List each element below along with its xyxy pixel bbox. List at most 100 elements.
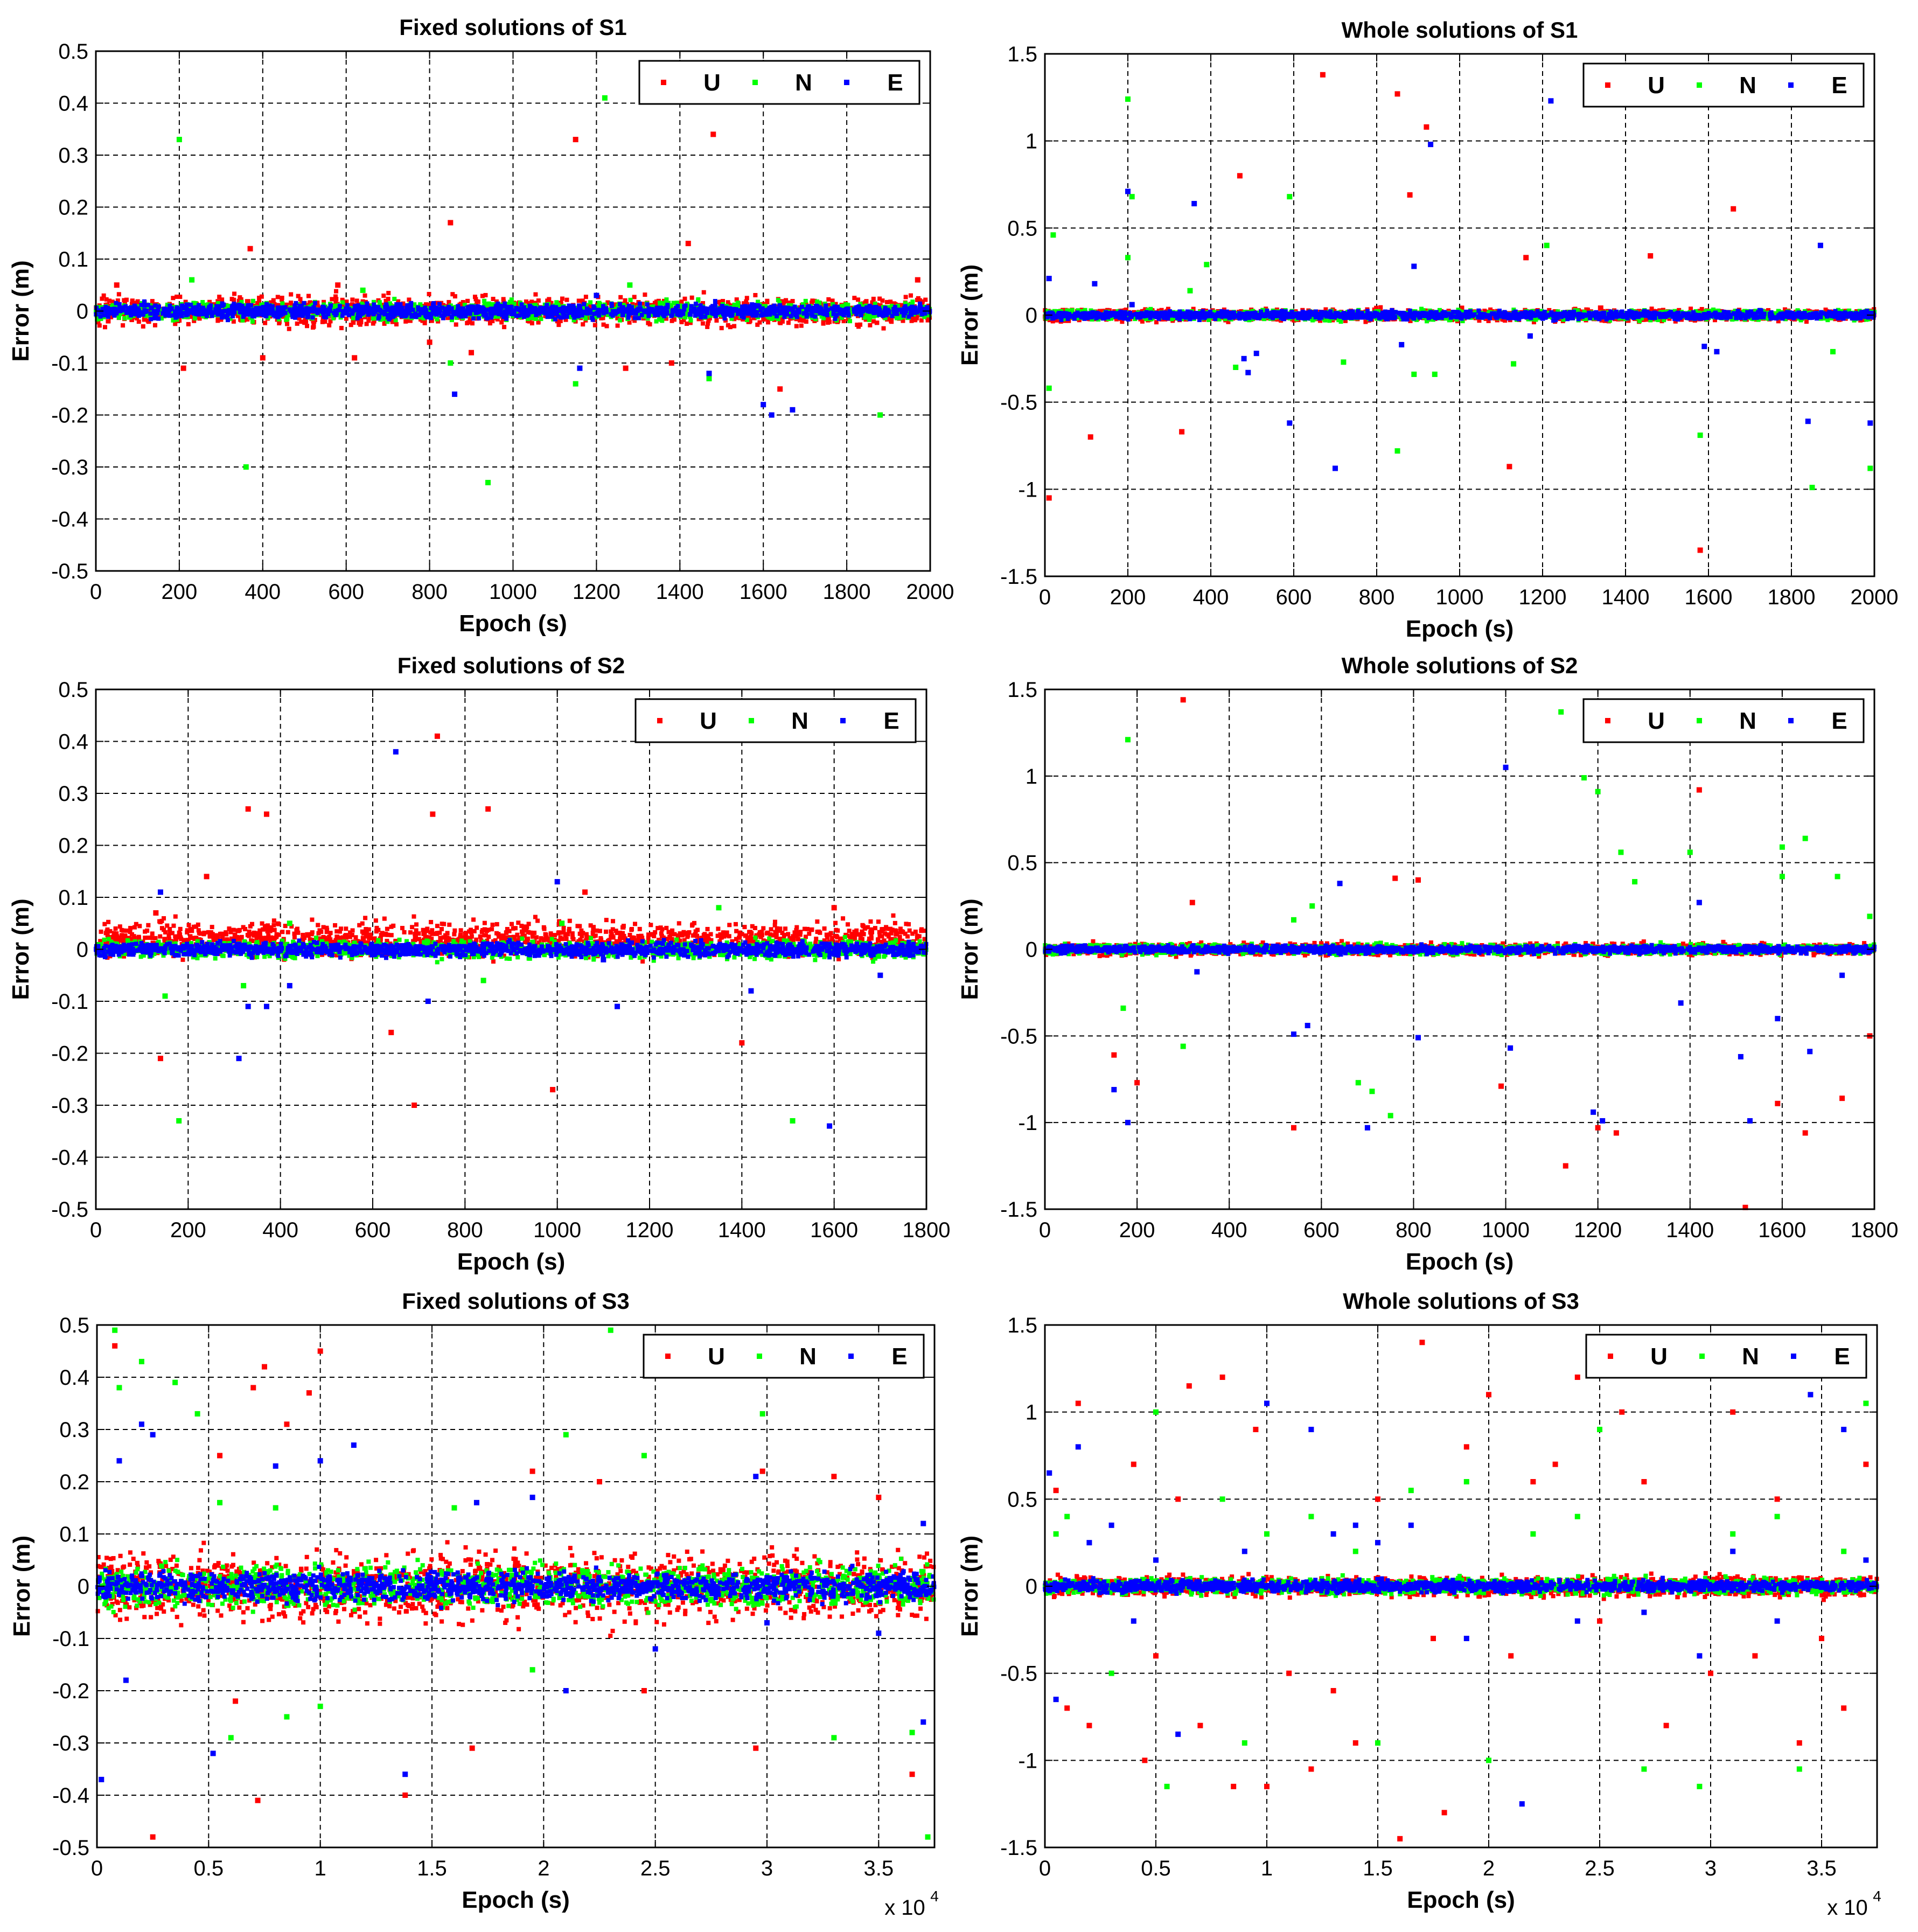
data-point [542, 308, 547, 312]
data-point [692, 308, 696, 313]
data-point [285, 322, 290, 326]
data-point [618, 318, 623, 323]
data-point [576, 298, 581, 303]
data-point [588, 308, 593, 313]
data-point-outlier [260, 355, 266, 361]
y-tick-label: 0.2 [58, 196, 88, 220]
data-point [629, 305, 634, 310]
data-point [620, 312, 625, 317]
data-point [110, 299, 115, 304]
data-point [627, 320, 632, 325]
data-point [194, 312, 199, 317]
data-point [485, 316, 490, 321]
data-point [556, 302, 561, 307]
data-point [141, 324, 145, 329]
x-tick-label: 1400 [656, 580, 704, 604]
data-point [813, 314, 818, 319]
data-point [424, 302, 429, 307]
data-point [780, 319, 785, 324]
data-point [830, 298, 835, 303]
data-point [604, 324, 609, 329]
data-point [700, 321, 705, 326]
data-point [474, 308, 479, 313]
data-point [339, 326, 344, 331]
data-point [536, 298, 541, 303]
data-point [387, 317, 392, 322]
data-point-outlier [485, 479, 491, 485]
data-point [334, 303, 339, 308]
data-point [509, 304, 514, 309]
data-point [824, 303, 828, 308]
x-tick-label: 600 [328, 580, 364, 604]
data-point [919, 318, 924, 323]
data-point [558, 318, 563, 323]
data-point [306, 294, 311, 298]
data-point [874, 310, 878, 315]
data-point [824, 317, 828, 322]
data-point [660, 318, 665, 323]
data-point [155, 311, 160, 316]
data-point [777, 304, 782, 309]
data-point [682, 296, 687, 301]
data-point [499, 320, 504, 325]
data-point [545, 315, 550, 319]
data-point-outlier [189, 277, 195, 283]
data-point [357, 309, 361, 314]
x-tick-label: 2000 [906, 580, 954, 604]
data-point [490, 319, 495, 324]
data-point [910, 315, 915, 319]
data-point [564, 297, 569, 302]
data-point [96, 320, 101, 325]
data-point [576, 314, 581, 319]
data-point [675, 304, 680, 309]
data-point [322, 299, 326, 304]
data-point [333, 313, 338, 318]
data-point-outlier [915, 277, 920, 283]
data-point [786, 305, 791, 310]
data-point [744, 299, 749, 304]
data-point [443, 308, 448, 312]
data-point [447, 299, 451, 304]
data-point [705, 324, 710, 329]
data-point [719, 326, 724, 331]
data-point [298, 308, 303, 313]
data-point [150, 299, 155, 304]
data-point [298, 297, 303, 302]
data-point [688, 318, 693, 323]
data-point [225, 315, 229, 320]
data-point [366, 318, 371, 323]
data-point [483, 312, 487, 317]
data-point [831, 312, 836, 317]
data-point [473, 297, 478, 302]
data-point [653, 311, 658, 316]
data-point [386, 296, 390, 301]
data-point [452, 312, 457, 317]
data-point [846, 303, 850, 308]
data-point [826, 297, 831, 302]
data-point [909, 318, 914, 323]
data-point [381, 293, 386, 298]
data-point [345, 306, 350, 311]
data-point [246, 299, 251, 304]
data-point [809, 301, 814, 305]
data-point [776, 298, 780, 303]
data-point [215, 318, 220, 323]
data-point [917, 298, 922, 303]
data-point [524, 299, 528, 304]
data-point [296, 294, 301, 298]
data-point [772, 311, 777, 316]
data-point [501, 297, 506, 302]
data-point [231, 319, 236, 324]
y-tick-label: 0.4 [58, 92, 88, 116]
data-point [142, 317, 147, 322]
data-point [498, 309, 503, 314]
data-point [227, 309, 232, 314]
data-point [468, 317, 472, 322]
data-point [624, 304, 629, 309]
data-point [622, 308, 627, 312]
data-point [920, 302, 925, 307]
data-point [688, 320, 693, 325]
data-point [852, 296, 857, 301]
data-point [794, 324, 799, 329]
data-point-outlier [710, 131, 716, 137]
